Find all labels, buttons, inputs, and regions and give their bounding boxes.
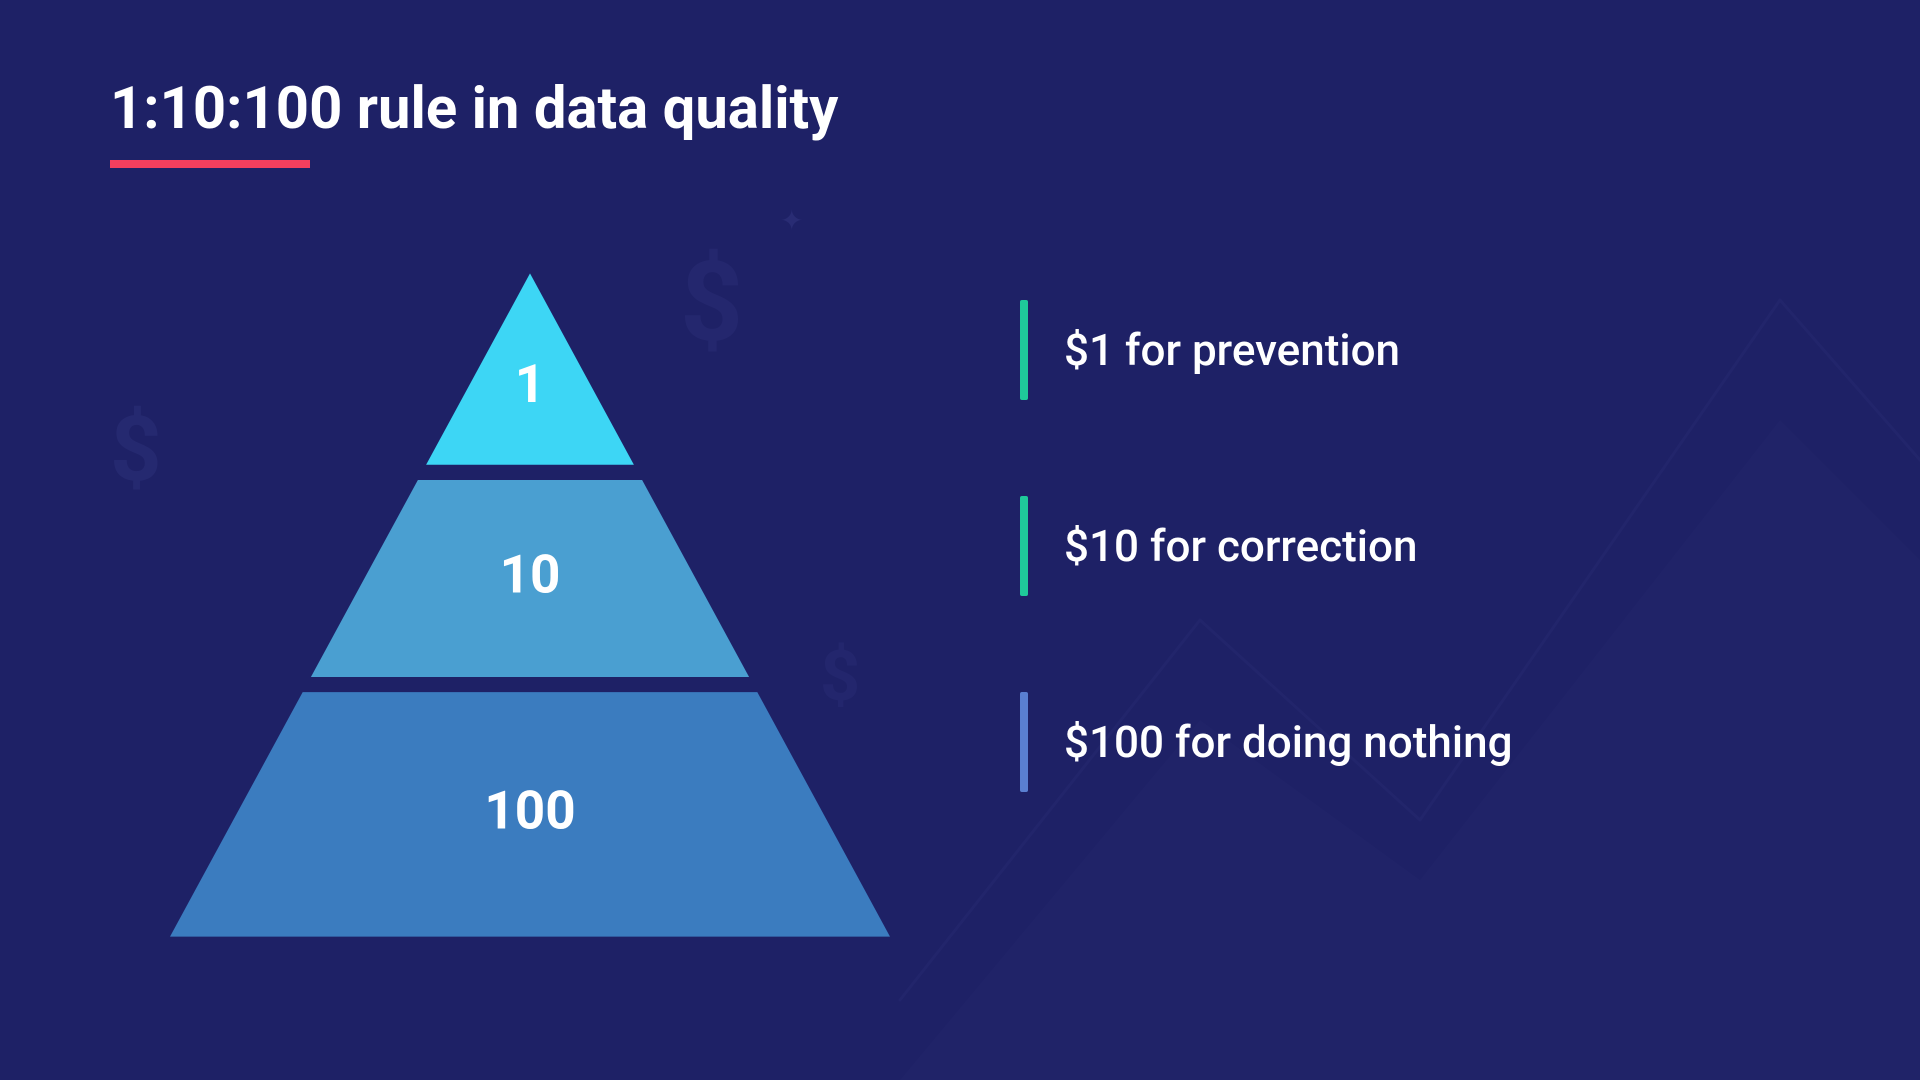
legend-item-correction: $10 for correction (1020, 496, 1800, 596)
legend-label: $100 for doing nothing (1064, 716, 1513, 768)
svg-text:✦: ✦ (780, 204, 803, 237)
pyramid-tier-label: 100 (484, 779, 575, 841)
accent-bar (1020, 300, 1028, 400)
title-underline (110, 160, 310, 168)
accent-bar (1020, 496, 1028, 596)
accent-bar (1020, 692, 1028, 792)
infographic-canvas: $ $ $ ✦ 1:10:100 rule in data quality 11… (0, 0, 1920, 1080)
svg-text:$: $ (110, 397, 162, 502)
legend: $1 for prevention $10 for correction $10… (1020, 300, 1800, 792)
title-block: 1:10:100 rule in data quality (110, 78, 838, 168)
pyramid-tier-label: 1 (515, 353, 545, 415)
legend-label: $1 for prevention (1064, 324, 1400, 376)
page-title: 1:10:100 rule in data quality (110, 78, 838, 142)
legend-item-prevention: $1 for prevention (1020, 300, 1800, 400)
pyramid-tier-label: 10 (500, 543, 561, 605)
legend-label: $10 for correction (1064, 520, 1417, 572)
legend-item-doing-nothing: $100 for doing nothing (1020, 692, 1800, 792)
pyramid-chart: 1 10 100 (170, 245, 890, 965)
